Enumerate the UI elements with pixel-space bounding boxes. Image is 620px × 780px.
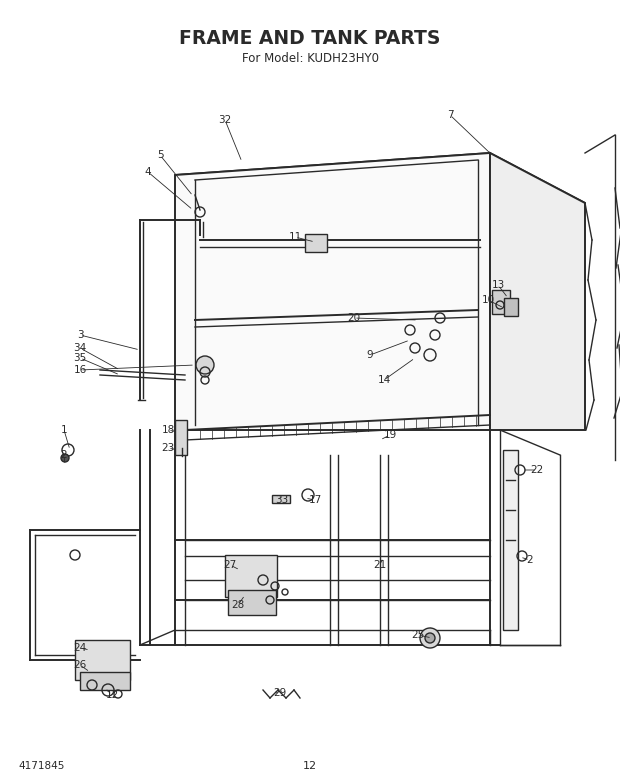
Text: 14: 14 (378, 375, 391, 385)
Text: 12: 12 (303, 761, 317, 771)
Circle shape (61, 454, 69, 462)
Text: 32: 32 (218, 115, 232, 125)
Text: 7: 7 (446, 110, 453, 120)
Text: 21: 21 (373, 560, 387, 570)
Circle shape (196, 356, 214, 374)
Text: 18: 18 (161, 425, 175, 435)
Text: 25: 25 (412, 630, 425, 640)
Bar (504, 298, 518, 316)
Bar (228, 590, 276, 615)
Text: For Model: KUDH23HY0: For Model: KUDH23HY0 (242, 51, 378, 65)
Text: 4: 4 (144, 167, 151, 177)
Bar (305, 234, 327, 252)
Text: 22: 22 (530, 465, 544, 475)
Text: 5: 5 (157, 150, 163, 160)
Polygon shape (175, 153, 585, 228)
Text: 10: 10 (482, 295, 495, 305)
Text: 16: 16 (73, 365, 87, 375)
Text: 11: 11 (288, 232, 301, 242)
Text: 29: 29 (273, 688, 286, 698)
Text: 17: 17 (308, 495, 322, 505)
Text: 2: 2 (61, 450, 68, 460)
Text: 26: 26 (73, 660, 87, 670)
Text: 33: 33 (275, 495, 289, 505)
Polygon shape (175, 153, 490, 430)
Circle shape (420, 628, 440, 648)
Text: 23: 23 (161, 443, 175, 453)
Text: 28: 28 (231, 600, 245, 610)
Text: 19: 19 (383, 430, 397, 440)
Text: 1: 1 (61, 425, 68, 435)
Bar (80, 672, 130, 690)
Text: FRAME AND TANK PARTS: FRAME AND TANK PARTS (179, 29, 441, 48)
Bar (75, 640, 130, 680)
Bar (492, 290, 510, 314)
Text: 35: 35 (73, 353, 87, 363)
Text: 13: 13 (492, 280, 505, 290)
Text: 12: 12 (105, 690, 118, 700)
Text: ReplacementParts.com: ReplacementParts.com (233, 413, 387, 427)
Text: 20: 20 (347, 313, 361, 323)
Text: 4171845: 4171845 (18, 761, 64, 771)
Text: 24: 24 (73, 643, 87, 653)
Polygon shape (490, 153, 585, 430)
Bar (175, 420, 187, 455)
Text: 3: 3 (77, 330, 83, 340)
Text: 34: 34 (73, 343, 87, 353)
Text: 27: 27 (223, 560, 237, 570)
Bar (225, 555, 277, 597)
Text: 9: 9 (366, 350, 373, 360)
Text: 2: 2 (526, 555, 533, 565)
Circle shape (425, 633, 435, 643)
Bar (272, 495, 290, 503)
Bar (503, 450, 518, 630)
